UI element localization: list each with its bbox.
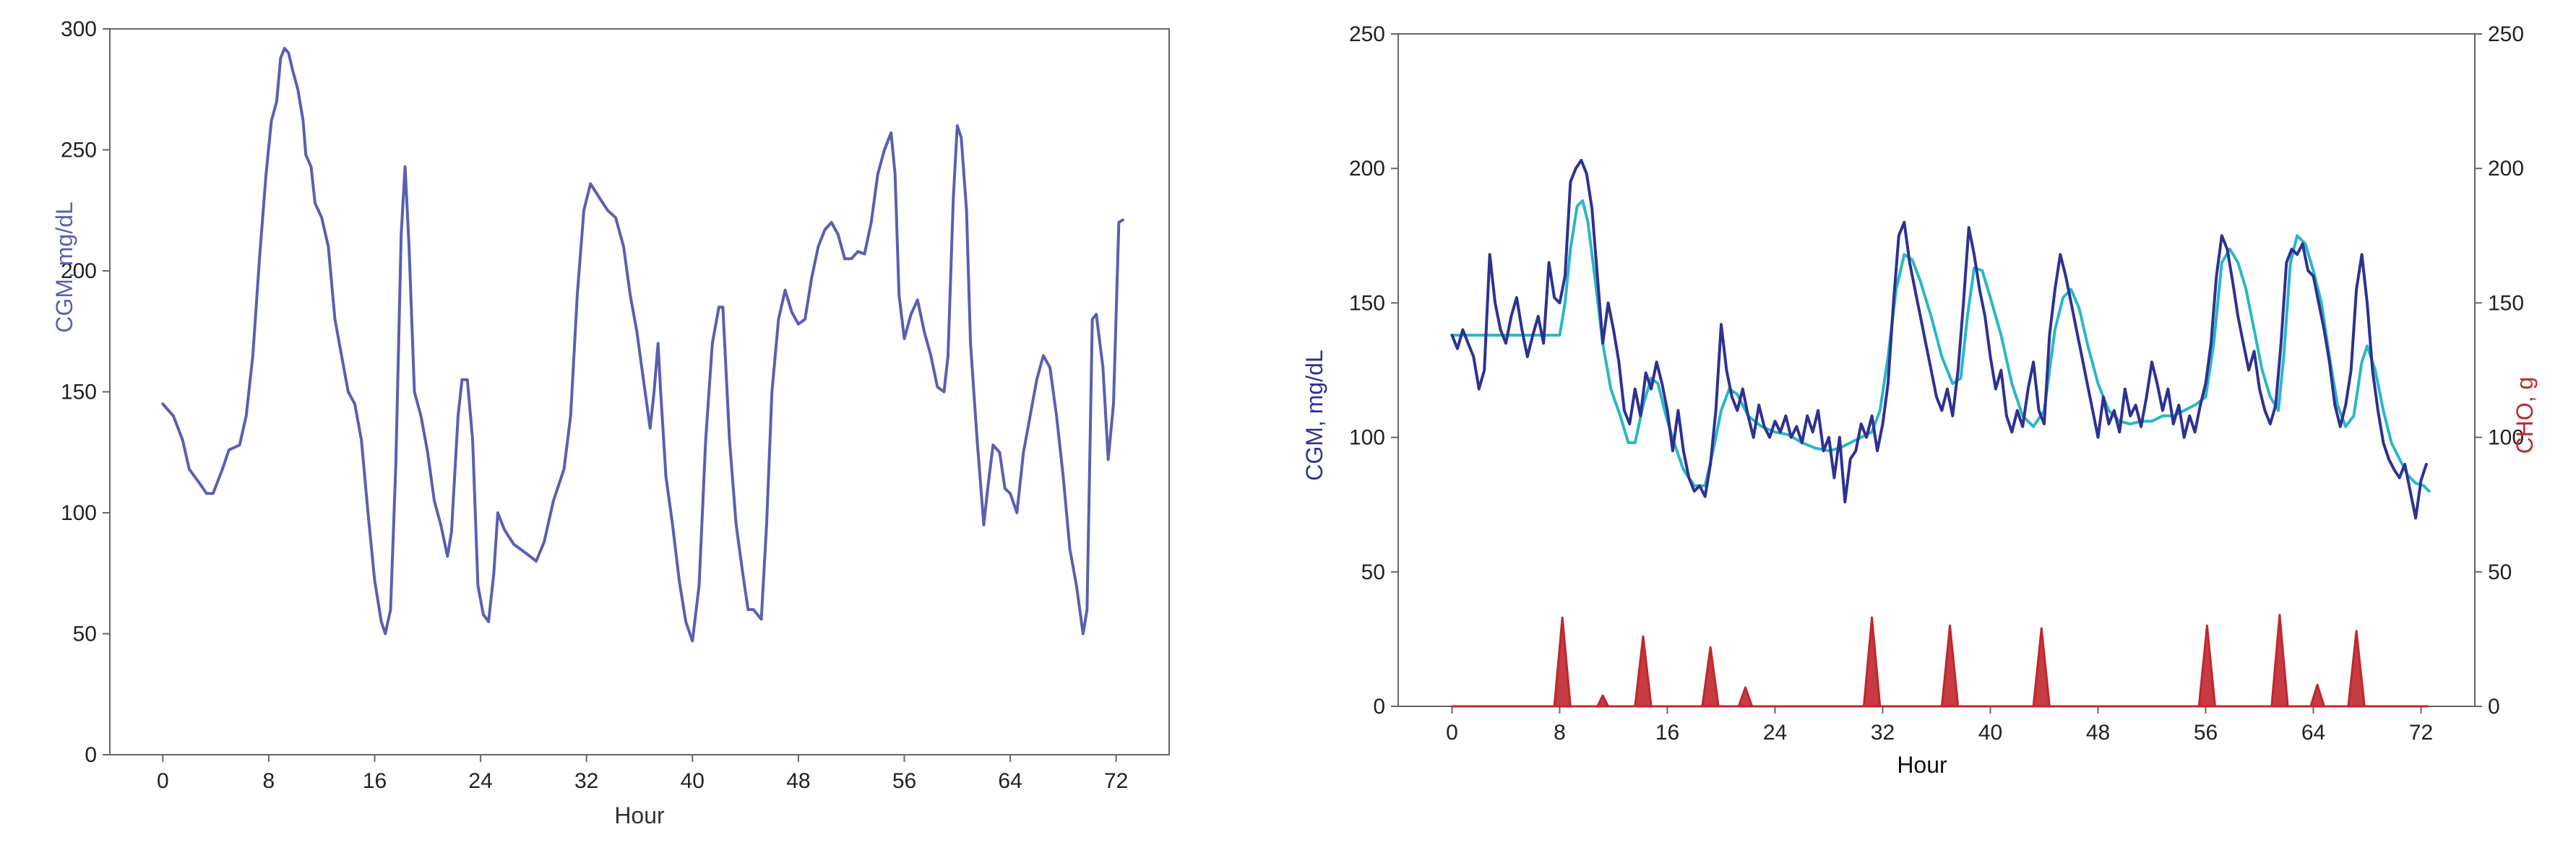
right-y2-tick-label-250: 250 (2488, 22, 2524, 46)
right-x-ticks: 0 8 16 24 32 40 48 56 64 72 (1446, 706, 2433, 745)
left-x-tick-label-40: 40 (681, 769, 705, 793)
left-x-tick-label-48: 48 (786, 769, 810, 793)
right-x-tick-label-56: 56 (2194, 721, 2218, 745)
right-y-tick-label-50: 50 (1361, 560, 1385, 584)
right-x-tick-label-48: 48 (2086, 721, 2110, 745)
left-y-ticks: 0 50 100 150 200 250 300 (61, 17, 110, 767)
left-cgm-chart: 0 50 100 150 200 250 300 0 8 16 24 32 40 48 56 64 72 CG… (51, 17, 1170, 828)
right-y-tick-label-200: 200 (1349, 157, 1385, 181)
right-x-tick-label-0: 0 (1446, 721, 1458, 745)
right-y-tick-label-100: 100 (1349, 426, 1385, 450)
right-x-tick-label-32: 32 (1871, 721, 1895, 745)
right-x-tick-label-24: 24 (1763, 721, 1787, 745)
right-y2-tick-label-200: 200 (2488, 157, 2524, 181)
left-y-tick-label-0: 0 (85, 743, 97, 767)
right-y2-tick-label-50: 50 (2488, 560, 2512, 584)
left-y-tick-label-100: 100 (61, 501, 97, 525)
left-x-tick-label-32: 32 (574, 769, 598, 793)
left-y-tick-label-150: 150 (61, 381, 97, 404)
right-cgm-cho-chart: 0 50 100 150 200 250 0 50 100 150 200 250 0 8 16 24 32… (1301, 22, 2538, 778)
right-cho-series (1451, 613, 2429, 708)
right-y-tick-label-0: 0 (1373, 695, 1385, 719)
left-x-tick-label-24: 24 (468, 769, 492, 793)
right-y2-tick-label-100: 100 (2488, 426, 2524, 450)
right-x-axis-label: Hour (1897, 752, 1947, 778)
left-x-tick-label-16: 16 (363, 769, 387, 793)
right-cgm-line (1450, 159, 2428, 520)
left-y-tick-label-300: 300 (61, 17, 97, 41)
right-x-tick-label-40: 40 (1978, 721, 2002, 745)
right-y-tick-label-250: 250 (1349, 22, 1385, 46)
left-y-tick-label-200: 200 (61, 259, 97, 283)
right-x-tick-label-64: 64 (2301, 721, 2325, 745)
right-left-y-ticks: 0 50 100 150 200 250 (1349, 22, 1398, 719)
left-y-tick-label-50: 50 (73, 623, 97, 646)
right-plot-frame (1397, 33, 2476, 707)
left-y-tick-label-250: 250 (61, 139, 97, 162)
right-y2-axis-label: CHO, g (2512, 377, 2538, 454)
right-y-tick-label-150: 150 (1349, 291, 1385, 315)
left-x-tick-label-72: 72 (1104, 769, 1128, 793)
left-y-axis-label: CGM, mg/dL (51, 202, 77, 332)
left-cgm-line (161, 46, 1124, 643)
left-x-axis-label: Hour (614, 802, 665, 828)
right-right-y-ticks: 0 50 100 150 200 250 (2475, 22, 2524, 719)
right-y2-tick-label-150: 150 (2488, 291, 2524, 315)
left-x-tick-label-64: 64 (998, 769, 1022, 793)
left-x-tick-label-56: 56 (892, 769, 916, 793)
right-x-tick-label-72: 72 (2409, 721, 2433, 745)
left-x-ticks: 0 8 16 24 32 40 48 56 64 72 (157, 755, 1128, 793)
right-cgm-fit-line (1450, 199, 2431, 493)
right-x-tick-label-8: 8 (1554, 721, 1566, 745)
right-y-axis-label: CGM, mg/dL (1301, 350, 1327, 480)
right-x-tick-label-16: 16 (1655, 721, 1679, 745)
left-x-tick-label-8: 8 (263, 769, 275, 793)
right-y2-tick-label-0: 0 (2488, 695, 2500, 719)
left-x-tick-label-0: 0 (157, 769, 169, 793)
